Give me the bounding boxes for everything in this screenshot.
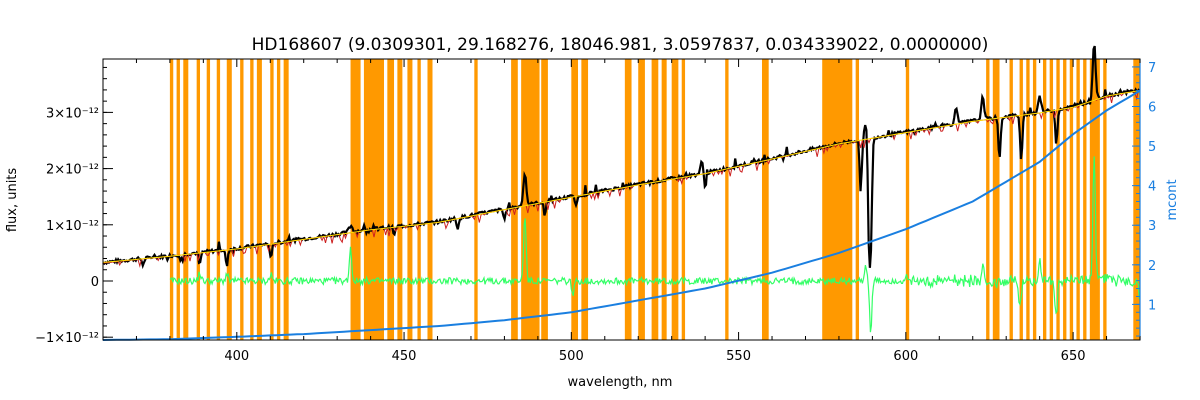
y-tick-label: 3×10⁻¹² — [46, 106, 99, 121]
masked-region — [283, 59, 289, 340]
masked-region — [521, 59, 540, 340]
masked-region — [216, 59, 221, 340]
right-axis-ticks: 1 2 3 4 5 6 7 — [1132, 61, 1156, 337]
spectrum-series — [102, 45, 1141, 341]
masked-region — [240, 59, 244, 340]
masked-region — [1069, 59, 1074, 340]
masked-region — [855, 59, 860, 340]
x-tick-label: 500 — [559, 349, 584, 364]
right-tick-label: 1 — [1148, 298, 1156, 313]
masked-region — [1026, 59, 1030, 340]
y-axis-ticks: −1×10⁻¹² 0 1×10⁻¹² 2×10⁻¹² 3×10⁻¹² — [35, 66, 113, 346]
masked-region — [581, 59, 589, 340]
right-tick-label: 5 — [1148, 140, 1156, 155]
x-tick-label: 650 — [1061, 349, 1086, 364]
masked-region — [1019, 59, 1023, 340]
masked-region — [256, 59, 262, 340]
masked-region — [474, 59, 478, 340]
right-tick-label: 4 — [1148, 180, 1156, 195]
masked-region — [511, 59, 518, 340]
masked-region — [1076, 59, 1080, 340]
masked-region — [661, 59, 667, 340]
masked-region — [407, 59, 413, 340]
y-tick-label: 2×10⁻¹² — [46, 163, 99, 178]
masked-region — [1083, 59, 1087, 340]
masked-region — [681, 59, 686, 340]
masked-region — [541, 59, 548, 340]
x-axis-ticks: 400 450 500 550 600 650 — [135, 59, 1141, 364]
masked-region — [1009, 59, 1013, 340]
masked-region — [1056, 59, 1060, 340]
right-tick-label: 6 — [1148, 100, 1156, 115]
x-axis-label: wavelength, nm — [568, 375, 673, 390]
masked-region — [1103, 59, 1107, 340]
masked-region — [226, 59, 232, 340]
masked-region — [1063, 59, 1067, 340]
masked-region — [183, 59, 189, 340]
masked-region — [276, 59, 281, 340]
masked-region — [176, 59, 180, 340]
masked-region — [397, 59, 403, 340]
residual-line — [169, 156, 1140, 333]
y-tick-label: 1×10⁻¹² — [46, 219, 99, 234]
right-tick-label: 7 — [1148, 61, 1156, 76]
masked-region — [363, 59, 384, 340]
chart-title: HD168607 (9.0309301, 29.168276, 18046.98… — [252, 35, 989, 55]
masked-region — [1042, 59, 1047, 340]
x-tick-label: 450 — [392, 349, 417, 364]
masked-region — [638, 59, 645, 340]
masked-region — [169, 59, 174, 340]
masked-region — [387, 59, 395, 340]
masked-region — [671, 59, 679, 340]
masked-region — [624, 59, 632, 340]
masked-region — [1049, 59, 1054, 340]
masked-region — [725, 59, 729, 340]
masked-region — [1032, 59, 1037, 340]
masked-region — [905, 59, 910, 340]
masked-region — [986, 59, 990, 340]
masked-region — [992, 59, 1000, 340]
mcont-line — [102, 89, 1141, 341]
masked-region — [250, 59, 254, 340]
masked-region — [417, 59, 421, 340]
masked-region — [206, 59, 211, 340]
masked-regions — [169, 59, 1140, 340]
masked-region — [1133, 59, 1140, 340]
y-axis-label: flux, units — [5, 168, 20, 233]
right-tick-label: 2 — [1148, 259, 1156, 274]
x-tick-label: 600 — [893, 349, 918, 364]
right-tick-label: 3 — [1148, 219, 1156, 234]
masked-region — [761, 59, 769, 340]
y-tick-label: 0 — [91, 275, 99, 290]
masked-region — [350, 59, 361, 340]
masked-region — [822, 59, 853, 340]
masked-region — [651, 59, 659, 340]
y-tick-label: −1×10⁻¹² — [35, 331, 99, 346]
right-axis-label: mcont — [1165, 179, 1180, 220]
masked-region — [427, 59, 433, 340]
x-tick-label: 400 — [224, 349, 249, 364]
x-tick-label: 550 — [726, 349, 751, 364]
masked-region — [196, 59, 201, 340]
fitted-flux-line — [102, 90, 1141, 263]
masked-region — [270, 59, 274, 340]
